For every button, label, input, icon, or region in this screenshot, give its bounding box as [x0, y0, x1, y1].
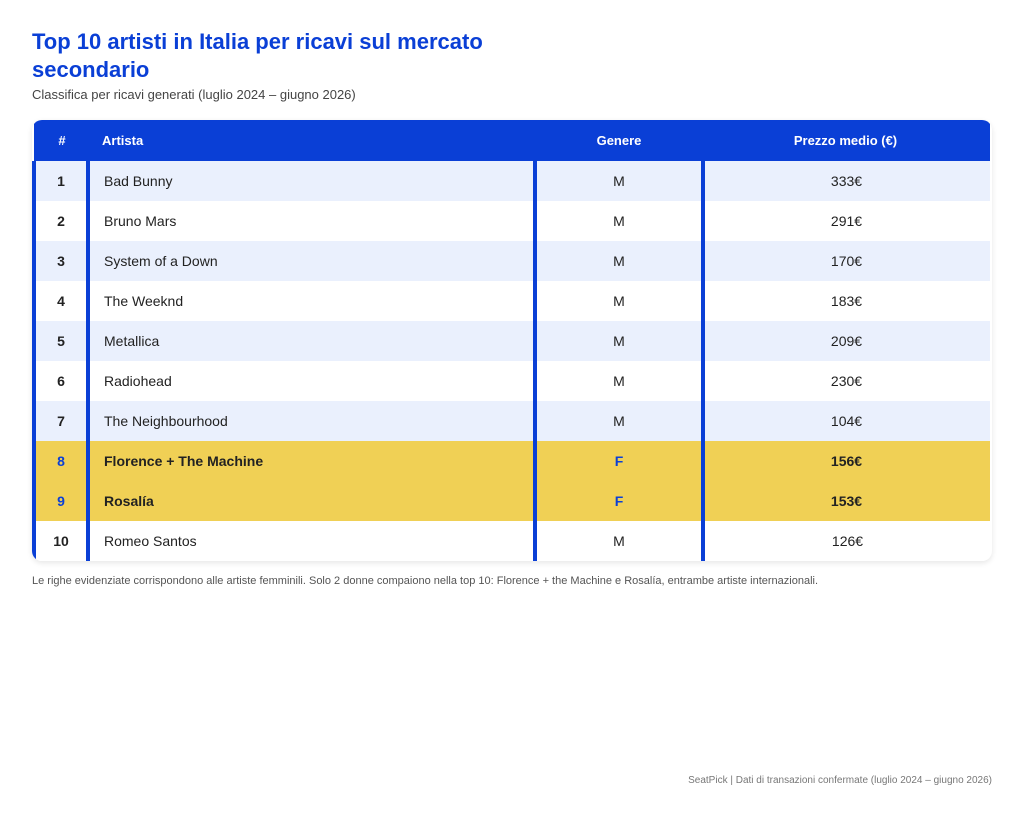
table-row: 9 Rosalía F 153€: [32, 481, 990, 521]
column-header-genre: Genere: [596, 133, 642, 148]
artist-cell: Romeo Santos: [104, 533, 197, 549]
genre-cell: M: [533, 521, 705, 561]
ranking-table-container: # Artista Genere Prezzo medio (€) 1 Bad B…: [32, 120, 992, 561]
artist-cell: Bruno Mars: [104, 213, 177, 229]
rank-cell: 10: [32, 521, 90, 561]
genre-cell: M: [533, 401, 705, 441]
rank-cell: 7: [32, 401, 90, 441]
price-cell: 333€: [830, 173, 863, 189]
genre-cell: M: [533, 201, 705, 241]
rank-cell: 1: [32, 161, 90, 201]
column-header-price: Prezzo medio (€): [793, 133, 898, 148]
price-cell: 153€: [830, 493, 863, 509]
genre-cell: M: [533, 281, 705, 321]
artist-cell: Radiohead: [104, 373, 172, 389]
table-row: 3 System of a Down M 170€: [32, 241, 990, 281]
table-row: 8 Florence + The Machine F 156€: [32, 441, 990, 481]
price-cell: 156€: [830, 453, 863, 469]
table-row: 4 The Weeknd M 183€: [32, 281, 990, 321]
genre-cell: M: [533, 161, 705, 201]
rank-cell: 4: [32, 281, 90, 321]
artist-cell: Bad Bunny: [104, 173, 173, 189]
rank-cell: 2: [32, 201, 90, 241]
price-cell: 209€: [830, 333, 863, 349]
genre-cell: M: [533, 241, 705, 281]
price-cell: 183€: [830, 293, 863, 309]
price-cell: 126€: [831, 533, 864, 549]
price-cell: 170€: [830, 253, 863, 269]
price-cell: 104€: [830, 413, 863, 429]
rank-cell: 5: [32, 321, 90, 361]
table-row: 6 Radiohead M 230€: [32, 361, 990, 401]
table-row: 7 The Neighbourhood M 104€: [32, 401, 990, 441]
artist-cell: Florence + The Machine: [104, 453, 264, 469]
table-header-row: # Artista Genere Prezzo medio (€): [34, 120, 990, 161]
artist-cell: Rosalía: [104, 493, 154, 509]
rank-cell: 3: [32, 241, 90, 281]
table-row: 1 Bad Bunny M 333€: [32, 161, 990, 201]
chart-subtitle: Classifica per ricavi generati (luglio 2…: [32, 87, 356, 102]
column-header-artist: Artista: [102, 133, 144, 148]
artist-cell: System of a Down: [104, 253, 218, 269]
rank-cell: 9: [32, 481, 90, 521]
table-row: 2 Bruno Mars M 291€: [32, 201, 990, 241]
price-cell: 291€: [830, 213, 863, 229]
chart-title: Top 10 artisti in Italia per ricavi sul …: [32, 29, 483, 82]
rank-cell: 8: [32, 441, 90, 481]
rank-cell: 6: [32, 361, 90, 401]
column-header-rank: #: [58, 133, 66, 148]
genre-cell: F: [533, 441, 705, 481]
genre-cell: M: [533, 321, 705, 361]
artist-cell: The Neighbourhood: [104, 413, 228, 429]
table-row: 10 Romeo Santos M 126€: [32, 521, 990, 561]
price-cell: 230€: [830, 373, 863, 389]
source-credit: SeatPick | Dati di transazioni confermat…: [688, 775, 992, 786]
artist-cell: Metallica: [104, 333, 160, 349]
table-body: 1 Bad Bunny M 333€ 2 Bruno Mars M 291€ 3 System o…: [32, 161, 990, 561]
table-row: 5 Metallica M 209€: [32, 321, 990, 361]
artist-cell: The Weeknd: [104, 293, 184, 309]
genre-cell: F: [533, 481, 705, 521]
genre-cell: M: [533, 361, 705, 401]
ranking-table: # Artista Genere Prezzo medio (€) 1 Bad B…: [32, 120, 992, 561]
footnote: Le righe evidenziate corrispondono alle …: [32, 575, 819, 587]
